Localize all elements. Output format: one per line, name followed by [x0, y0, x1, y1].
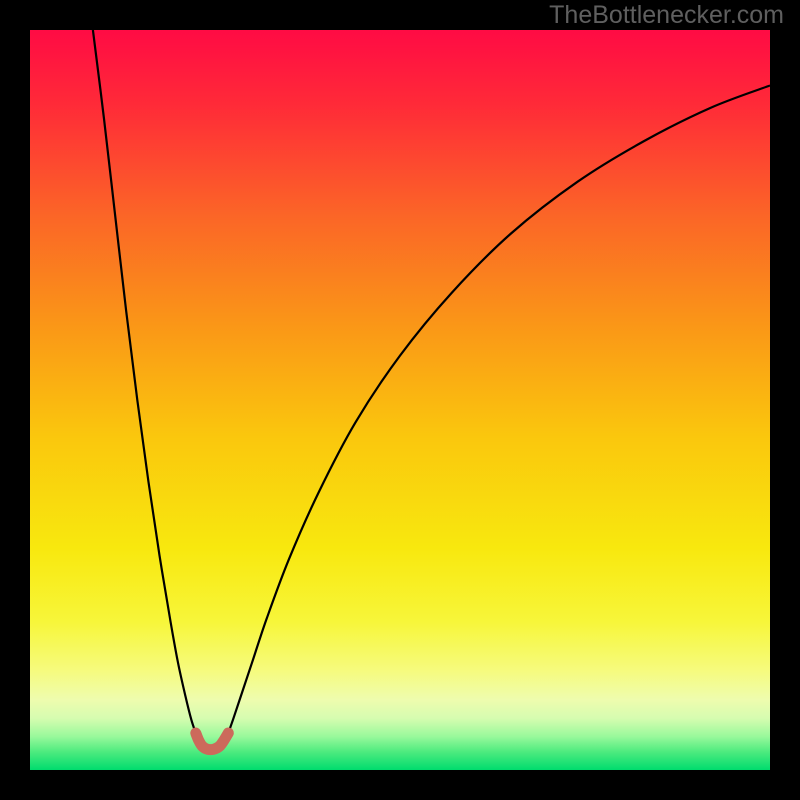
watermark-label: TheBottlenecker.com — [549, 1, 784, 30]
chart-curves-svg — [30, 30, 770, 770]
chart-plot-area — [30, 30, 770, 770]
curve-left-branch — [93, 30, 196, 733]
curve-right-branch — [228, 86, 770, 734]
valley-marker — [196, 733, 229, 750]
